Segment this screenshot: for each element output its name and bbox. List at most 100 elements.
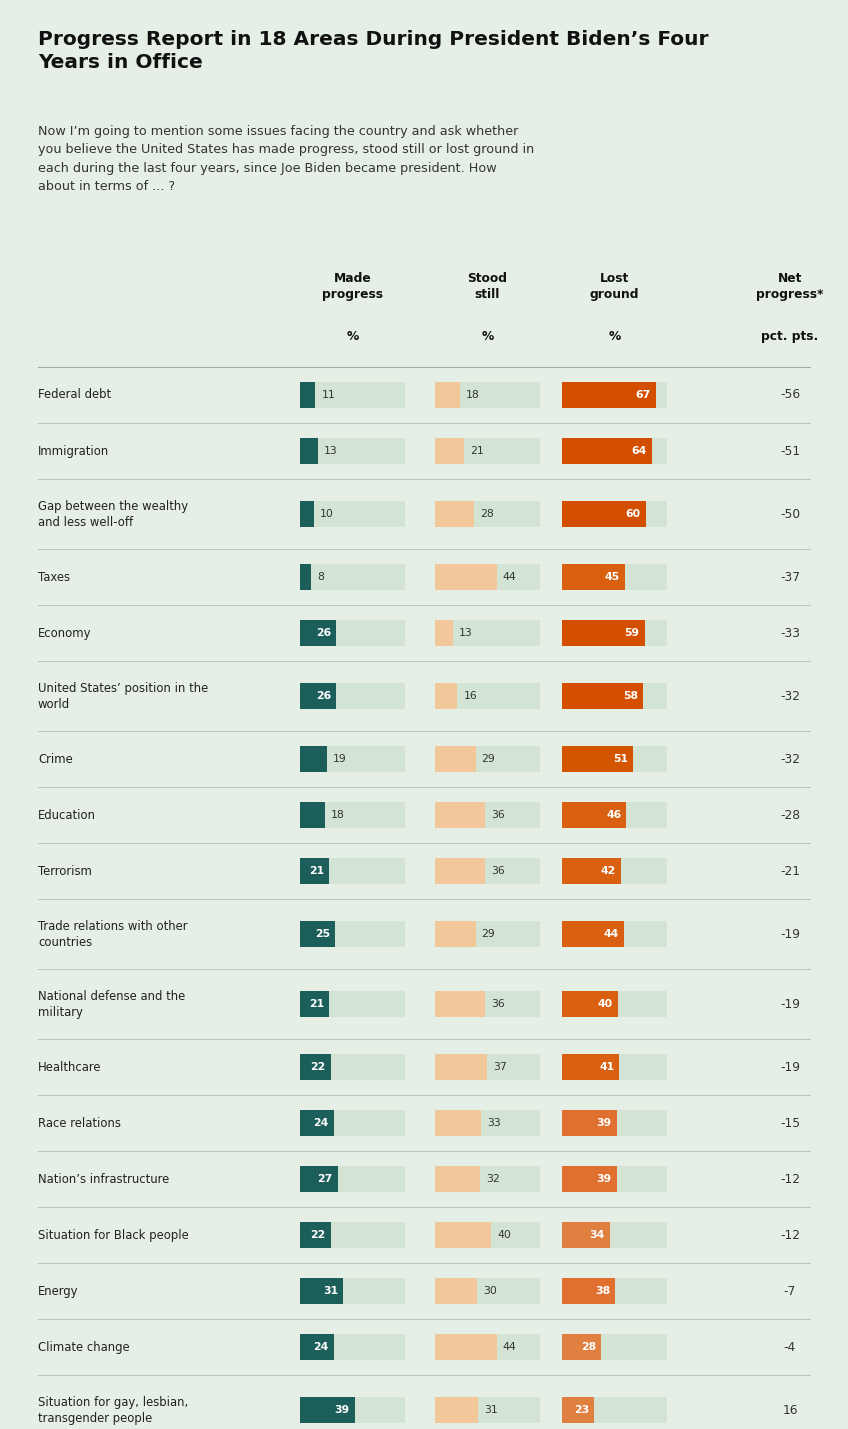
Text: 31: 31 [484,1405,498,1415]
Bar [562,502,667,527]
Text: -4: -4 [784,1340,796,1353]
Bar [300,382,405,409]
Text: 64: 64 [632,446,646,456]
Bar [435,439,540,464]
Text: 40: 40 [598,999,613,1009]
Bar [300,439,405,464]
Bar [300,922,405,947]
Bar [435,922,540,947]
Text: Economy: Economy [38,626,92,640]
Bar [300,802,405,827]
Text: -12: -12 [780,1173,800,1186]
Text: 28: 28 [581,1342,596,1352]
Bar [562,683,667,709]
Bar [300,1335,405,1360]
Bar [562,620,667,646]
Text: -28: -28 [780,809,800,822]
Text: 41: 41 [600,1062,615,1072]
Bar [300,746,405,772]
Text: pct. pts.: pct. pts. [762,330,818,343]
Text: 44: 44 [503,1342,516,1352]
Bar [435,1110,481,1136]
Bar [300,1055,405,1080]
Text: -19: -19 [780,927,800,940]
Text: 59: 59 [625,627,639,637]
Text: -21: -21 [780,865,800,877]
Text: -7: -7 [784,1285,796,1298]
Text: 36: 36 [491,810,505,820]
Text: 27: 27 [317,1175,332,1185]
Bar [300,683,337,709]
Bar [300,1398,405,1423]
Bar [300,1398,354,1423]
Bar [435,1166,540,1192]
Text: 23: 23 [574,1405,589,1415]
Bar [562,382,667,409]
Bar [435,620,453,646]
Bar [562,922,623,947]
Text: 18: 18 [332,810,345,820]
Text: Lost
ground: Lost ground [589,272,639,302]
Text: 36: 36 [491,999,505,1009]
Text: -50: -50 [780,507,800,520]
Bar [562,990,667,1017]
Bar [300,857,405,885]
Bar [562,620,644,646]
Bar [300,922,335,947]
Text: 8: 8 [317,572,324,582]
Bar [562,564,667,590]
Text: %: % [346,330,359,343]
Text: -56: -56 [780,389,800,402]
Bar [562,1055,667,1080]
Text: Education: Education [38,809,96,822]
Text: Now I’m going to mention some issues facing the country and ask whether
you beli: Now I’m going to mention some issues fac… [38,124,534,193]
Text: %: % [482,330,494,343]
Bar [435,1398,478,1423]
Bar [435,922,476,947]
Bar [300,382,315,409]
Text: 37: 37 [493,1062,506,1072]
Bar [562,1278,667,1305]
Bar [562,1335,601,1360]
Text: 16: 16 [463,692,477,702]
Text: Nation’s infrastructure: Nation’s infrastructure [38,1173,170,1186]
Bar [300,564,311,590]
Text: Gap between the wealthy
and less well-off: Gap between the wealthy and less well-of… [38,500,188,529]
Bar [562,502,646,527]
Bar [435,802,485,827]
Bar [562,857,667,885]
Bar [562,802,627,827]
Text: 36: 36 [491,866,505,876]
Bar [562,990,618,1017]
Bar [435,502,540,527]
Text: -19: -19 [780,997,800,1010]
Text: Taxes: Taxes [38,570,70,583]
Text: Net
progress*: Net progress* [756,272,823,302]
Text: Race relations: Race relations [38,1116,121,1129]
Text: -15: -15 [780,1116,800,1129]
Text: Trade relations with other
countries: Trade relations with other countries [38,919,187,949]
Bar [562,857,621,885]
Bar [435,382,540,409]
Text: 29: 29 [482,929,495,939]
Text: Progress Report in 18 Areas During President Biden’s Four
Years in Office: Progress Report in 18 Areas During Presi… [38,30,708,73]
Bar [300,1110,405,1136]
Bar [300,683,405,709]
Bar [300,1278,343,1305]
Bar [300,1166,338,1192]
Bar [562,1398,594,1423]
Text: Immigration: Immigration [38,444,109,457]
Bar [562,1278,615,1305]
Bar [300,1222,331,1248]
Bar [435,802,540,827]
Bar [300,502,314,527]
Bar [562,1110,667,1136]
Text: 13: 13 [324,446,338,456]
Text: Energy: Energy [38,1285,79,1298]
Text: 19: 19 [332,755,346,765]
Bar [300,990,329,1017]
Text: 39: 39 [596,1175,611,1185]
Text: 51: 51 [613,755,628,765]
Bar [300,502,405,527]
Bar [562,1398,667,1423]
